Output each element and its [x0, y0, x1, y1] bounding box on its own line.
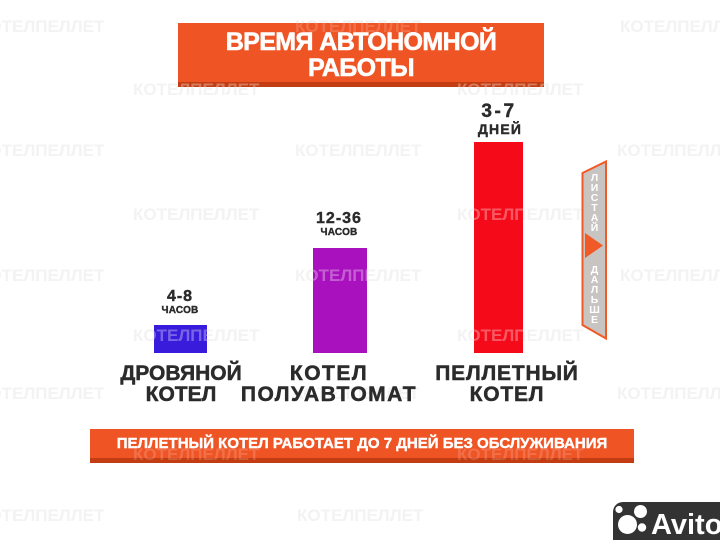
svg-text:С: С [591, 192, 599, 204]
svg-text:Avito: Avito [651, 509, 720, 540]
svg-text:Й: Й [591, 221, 599, 234]
svg-text:А: А [591, 274, 599, 286]
svg-text:А: А [591, 212, 599, 224]
svg-text:Ш: Ш [589, 304, 600, 316]
svg-text:Ь: Ь [591, 294, 599, 306]
svg-text:Л: Л [591, 284, 598, 296]
svg-text:Е: Е [591, 314, 598, 326]
svg-text:Т: Т [591, 202, 598, 214]
svg-text:Л: Л [591, 172, 598, 184]
svg-text:Д: Д [591, 264, 599, 276]
svg-text:И: И [591, 182, 599, 194]
